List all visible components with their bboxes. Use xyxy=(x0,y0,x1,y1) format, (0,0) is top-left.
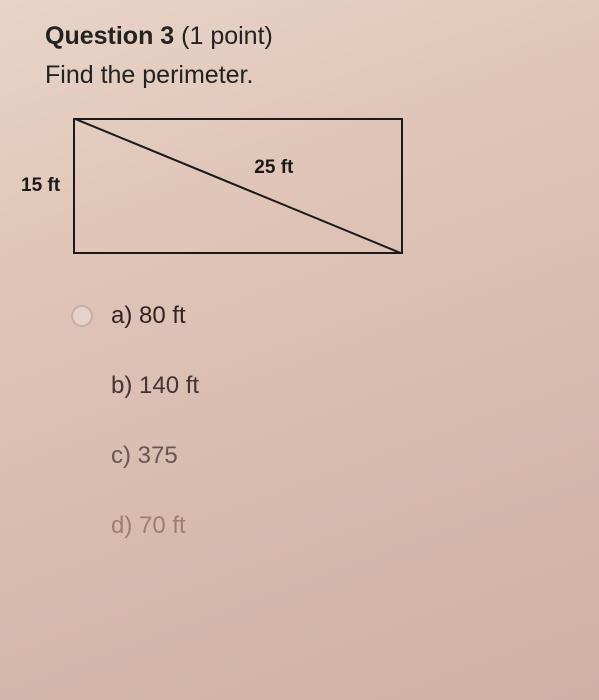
question-header: Question 3 (1 point) xyxy=(45,22,569,51)
option-c[interactable]: c) 375 xyxy=(115,442,569,470)
radio-icon xyxy=(71,305,93,327)
option-label: d) 70 ft xyxy=(111,512,186,540)
option-label: c) 375 xyxy=(111,442,178,470)
question-points: (1 point) xyxy=(181,22,273,50)
option-b[interactable]: b) 140 ft xyxy=(115,372,569,400)
option-d[interactable]: d) 70 ft xyxy=(115,512,569,540)
options-list: a) 80 ft b) 140 ft c) 375 d) 70 ft xyxy=(115,302,569,540)
option-label: b) 140 ft xyxy=(111,372,199,400)
diagonal-line xyxy=(73,118,403,254)
option-a[interactable]: a) 80 ft xyxy=(115,302,569,330)
rectangle: 15 ft 25 ft xyxy=(73,118,403,254)
option-label: a) 80 ft xyxy=(111,302,186,330)
question-number: Question 3 xyxy=(45,22,174,50)
side-label-left: 15 ft xyxy=(21,175,60,197)
figure: 15 ft 25 ft xyxy=(73,118,569,254)
diagonal-label: 25 ft xyxy=(254,157,293,179)
question-prompt: Find the perimeter. xyxy=(45,61,569,90)
